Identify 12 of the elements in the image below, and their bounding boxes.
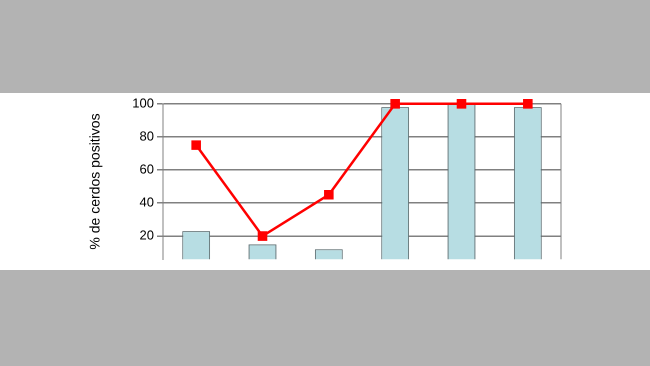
y-tick-label: 80: [140, 128, 154, 144]
point: [523, 99, 533, 109]
point: [191, 140, 201, 150]
y-tick-label: 40: [140, 194, 154, 210]
y-tick-label: 60: [140, 162, 154, 177]
y-tick-label: 100: [132, 95, 154, 110]
point: [324, 190, 334, 200]
y-axis-title: % de cerdos positivos: [86, 113, 102, 250]
point: [456, 99, 466, 109]
point: [390, 99, 400, 109]
y-tick-label: 20: [140, 228, 154, 243]
point: [258, 231, 268, 241]
